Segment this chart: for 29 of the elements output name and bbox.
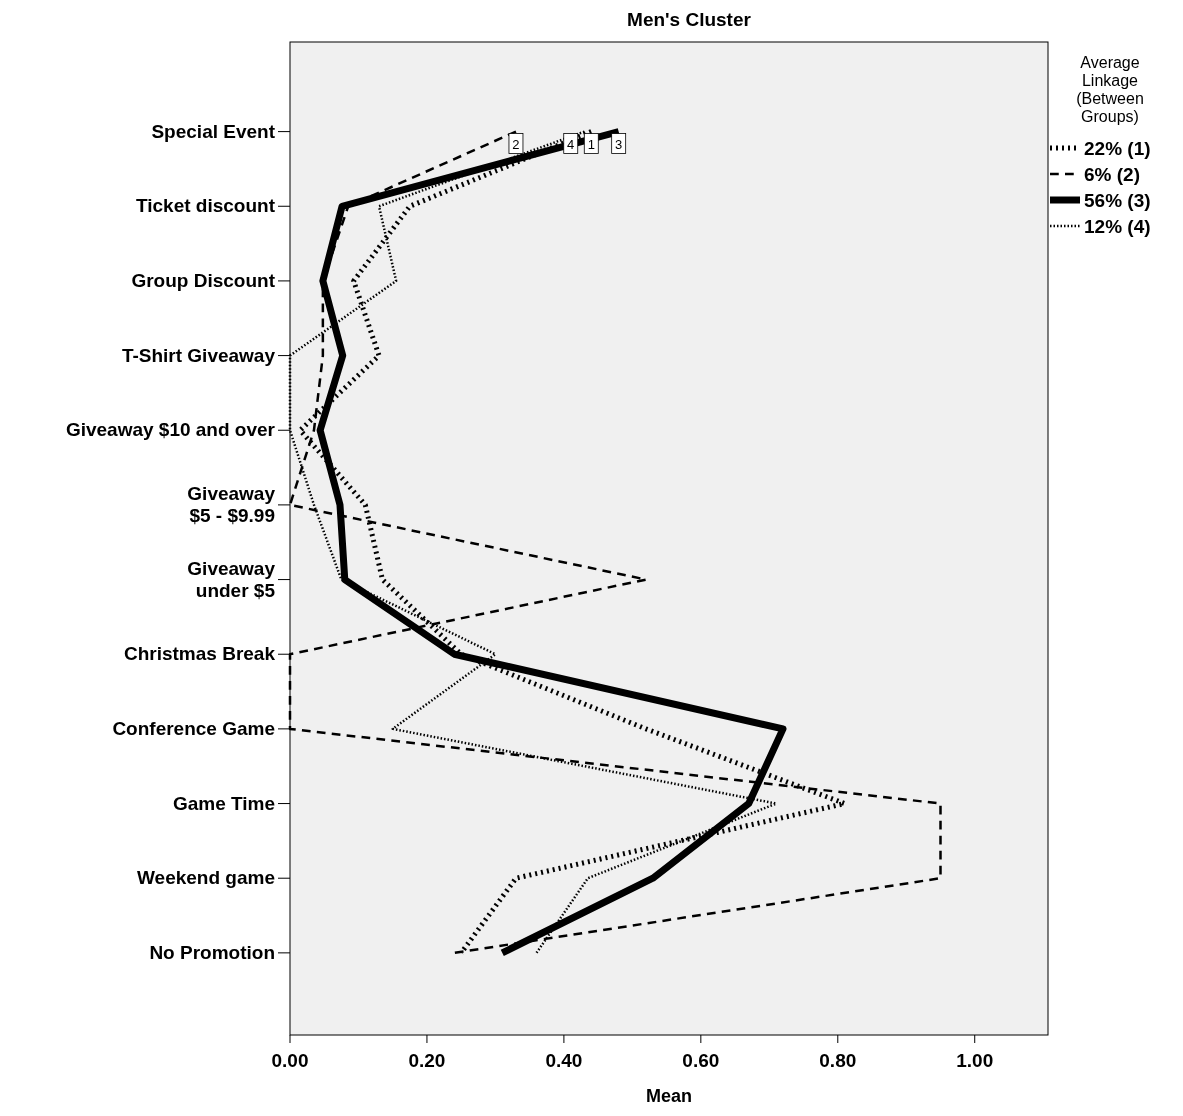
x-tick-label: 0.80 [819, 1050, 857, 1071]
y-tick-label: Giveaway under $5 [187, 557, 276, 601]
y-tick-label: Ticket discount [135, 195, 276, 217]
legend-label: 12% (4) [1084, 216, 1151, 237]
legend-label: 56% (3) [1084, 190, 1151, 211]
x-tick-label: 0.00 [271, 1050, 309, 1071]
legend-title: Average Linkage (Between Groups) [1076, 54, 1144, 125]
y-tick-label: T-Shirt Giveaway [121, 344, 276, 366]
x-tick-label: 0.20 [408, 1050, 446, 1071]
y-tick-label: Weekend game [137, 867, 275, 889]
annotation: 4 [567, 136, 575, 152]
y-tick-label: Christmas Break [123, 643, 276, 665]
y-tick-label: Group Discount [131, 269, 276, 291]
y-tick-label: Conference Game [112, 717, 275, 739]
y-tick-label: Giveaway $5 - $9.99 [187, 482, 276, 526]
y-tick-label: Game Time [172, 792, 275, 814]
x-tick-label: 1.00 [956, 1050, 994, 1071]
x-tick-label: 0.60 [682, 1050, 720, 1071]
x-axis-title: Mean [645, 1086, 693, 1106]
y-tick-label: No Promotion [149, 941, 275, 963]
annotation: 1 [587, 136, 595, 152]
y-tick-label: Special Event [151, 120, 276, 142]
annotation: 3 [615, 136, 623, 152]
y-tick-label: Giveaway $10 and over [65, 419, 276, 441]
legend-label: 6% (2) [1084, 164, 1140, 185]
x-tick-label: 0.40 [545, 1050, 583, 1071]
chart-title: Men's Cluster [627, 9, 752, 30]
legend-label: 22% (1) [1084, 138, 1151, 159]
annotation: 2 [512, 136, 520, 152]
